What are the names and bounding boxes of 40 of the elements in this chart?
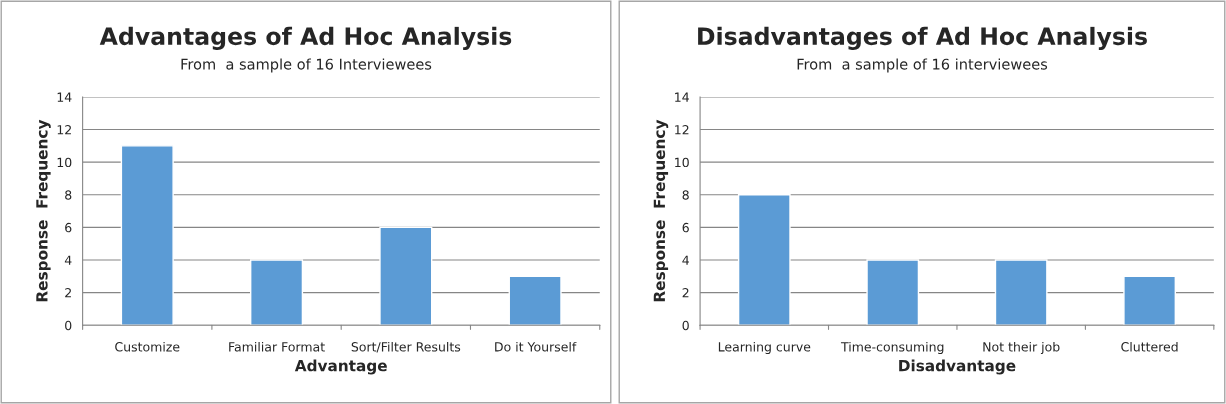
y-tick-label: 12 — [57, 125, 71, 135]
y-tick-label: 10 — [57, 157, 72, 168]
bar — [249, 259, 304, 326]
y-tick-label: 4 — [682, 255, 689, 265]
y-tick-label: 14 — [57, 92, 72, 102]
x-tick-label: Sort/Filter Results — [351, 341, 461, 353]
y-tick-label: 12 — [675, 125, 689, 135]
x-tick-label: Do it Yourself — [495, 341, 577, 352]
y-axis-title: Response Frequency — [653, 119, 669, 302]
x-tick-label: Time-consuming — [840, 341, 944, 354]
x-tick-label: Learning curve — [718, 341, 811, 354]
bar — [1123, 275, 1177, 326]
bar — [737, 194, 791, 326]
y-tick-label: 4 — [64, 255, 72, 265]
x-axis-title: Advantage — [294, 359, 387, 375]
chart-title: Advantages of Ad Hoc Analysis — [99, 26, 512, 50]
x-tick-label: Not their job — [983, 341, 1060, 354]
chart-title: Disadvantages of Ad Hoc Analysis — [698, 26, 1147, 50]
x-tick-label: Cluttered — [1121, 341, 1178, 352]
bar — [866, 259, 920, 326]
y-tick-label: 10 — [675, 157, 689, 168]
bar — [508, 275, 562, 326]
y-axis-title: Response Frequency — [36, 119, 51, 302]
chart-subtitle: From a sample of 16 Interviewees — [181, 58, 432, 73]
y-tick-label: 0 — [65, 320, 72, 331]
y-tick-label: 0 — [682, 320, 689, 331]
x-tick-label: Customize — [115, 341, 180, 352]
y-tick-label: 6 — [682, 222, 689, 233]
bar — [379, 226, 433, 326]
y-tick-label: 6 — [65, 222, 72, 233]
x-axis-title: Disadvantage — [899, 359, 1016, 375]
y-tick-label: 8 — [65, 190, 72, 200]
x-tick-label: Familiar Format — [229, 341, 325, 352]
bar — [120, 145, 174, 326]
y-tick-label: 8 — [682, 190, 689, 200]
bar — [994, 259, 1048, 326]
y-tick-label: 14 — [675, 92, 689, 102]
chart-subtitle: From a sample of 16 interviewees — [797, 58, 1048, 73]
y-tick-label: 2 — [65, 288, 71, 298]
y-tick-label: 2 — [682, 288, 689, 298]
